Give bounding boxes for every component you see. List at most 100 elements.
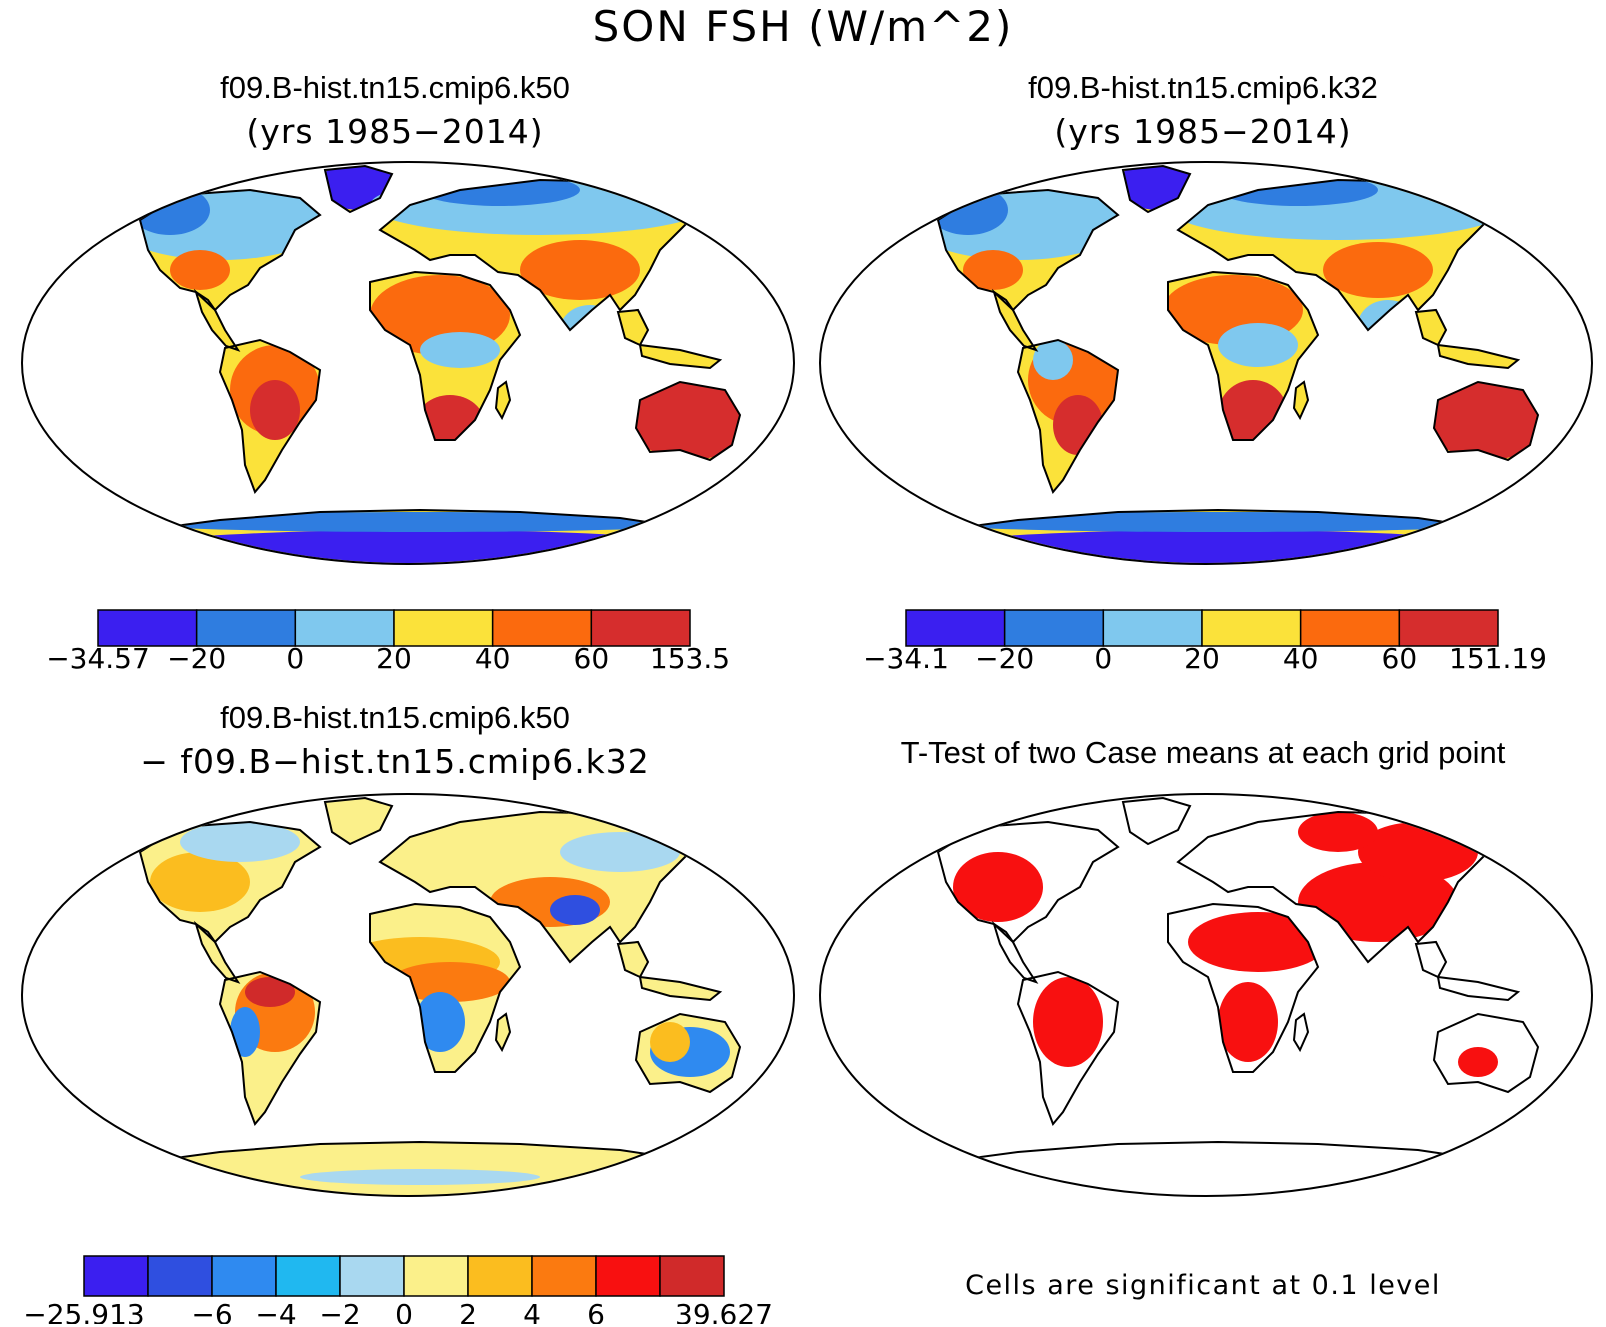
colorbar-swatch: [1003, 609, 1105, 647]
field-region: [1033, 340, 1073, 380]
field-region: [415, 992, 465, 1052]
map-border: [21, 161, 795, 565]
coastline-southAmerica: [218, 970, 322, 1126]
colorbar-swatch: [1201, 609, 1302, 647]
field-region: [230, 1007, 260, 1057]
coastline-southAmerica: [1016, 338, 1120, 494]
field-region: [1218, 323, 1298, 367]
colorbar-label: 153.5: [650, 642, 730, 675]
coastline-northAmerica: [138, 188, 322, 312]
colorbar-swatch: [905, 609, 1006, 647]
field-region: [1033, 977, 1103, 1067]
colorbar-label: 40: [1283, 642, 1319, 675]
colorbar-panel-1: −34.57 −20 0 20 40 60 153.5: [46, 609, 730, 675]
colorbar-label: 4: [523, 1298, 541, 1324]
coastline-seAsia: [1414, 308, 1448, 347]
colorbar-label: 0: [395, 1298, 413, 1324]
colorbar-label: −25.913: [23, 1298, 144, 1324]
colorbar-swatch: [83, 1255, 149, 1297]
map-panel-3: [21, 793, 795, 1197]
field-region: [245, 977, 295, 1007]
coastline-indonesia: [638, 343, 723, 370]
colorbar-swatch: [595, 1255, 661, 1297]
coastline-southAmerica: [218, 338, 322, 494]
map-panel-2: [819, 161, 1593, 565]
colorbar-panel-3: −25.913 −6 −4 −2 0 2 4 6 39.627: [23, 1255, 773, 1324]
field-region: [180, 822, 300, 862]
field-region: [650, 1022, 690, 1062]
map-border: [819, 793, 1593, 1197]
colorbar-swatch: [211, 1255, 277, 1297]
colorbar-label: −20: [167, 642, 226, 675]
colorbar-swatch: [147, 1255, 213, 1297]
panel-3-subtitle: − f09.B−hist.tn15.cmip6.k32: [140, 742, 650, 781]
colorbar-label: 60: [1382, 642, 1418, 675]
field-region: [250, 380, 300, 440]
field-region: [520, 240, 640, 300]
colorbar-label: −6: [191, 1298, 232, 1324]
coastline-greenland: [323, 796, 394, 846]
coastline-northAmerica: [138, 820, 322, 944]
coastline-centralAmerica: [991, 288, 1039, 352]
field-region: [1218, 982, 1278, 1062]
figure-title: SON FSH (W/m^2): [592, 2, 1014, 51]
coastline-northAmerica: [936, 188, 1120, 312]
field-region: [1458, 1047, 1498, 1077]
map-panel-1: [21, 161, 795, 565]
colorbar-swatch: [339, 1255, 405, 1297]
map-border: [819, 161, 1593, 565]
coastline-centralAmerica: [991, 920, 1039, 984]
field-region: [420, 174, 580, 206]
panel-1-subtitle: (yrs 1985−2014): [246, 112, 544, 151]
colorbar-swatch: [1398, 609, 1499, 647]
panel-1-title: f09.B-hist.tn15.cmip6.k50: [220, 70, 570, 105]
panel-2-title: f09.B-hist.tn15.cmip6.k32: [1028, 70, 1378, 105]
colorbar-label: 40: [475, 642, 511, 675]
colorbar-swatch: [467, 1255, 533, 1297]
panel-3-title: f09.B-hist.tn15.cmip6.k50: [220, 700, 570, 735]
colorbar-label: 151.19: [1449, 642, 1547, 675]
field-region: [1428, 380, 1538, 460]
map-border: [21, 793, 795, 1197]
panel-2-subtitle: (yrs 1985−2014): [1054, 112, 1352, 151]
colorbar-label: −2: [319, 1298, 360, 1324]
colorbar-label: 0: [286, 642, 304, 675]
field-region: [150, 852, 250, 912]
panel-4-title: T-Test of two Case means at each grid po…: [900, 735, 1506, 770]
field-region: [415, 395, 485, 455]
field-region: [1298, 812, 1378, 852]
coastline-southAmerica: [1016, 970, 1120, 1126]
colorbar-label: 6: [587, 1298, 605, 1324]
field-region: [630, 380, 740, 460]
coastline-africa: [1167, 902, 1320, 1073]
map-panel-4: [819, 793, 1593, 1197]
colorbar-label: −20: [975, 642, 1034, 675]
colorbar-swatch: [195, 609, 297, 647]
field-region: [560, 832, 680, 872]
field-region: [300, 1169, 540, 1185]
colorbar-label: −4: [255, 1298, 296, 1324]
field-region: [963, 250, 1023, 290]
coastline-africa: [1167, 270, 1320, 441]
colorbar-label: 20: [1184, 642, 1220, 675]
colorbar-label: 2: [459, 1298, 477, 1324]
colorbar-swatch: [393, 609, 494, 647]
field-region: [1218, 174, 1378, 206]
colorbar-label: 39.627: [675, 1298, 773, 1324]
coastline-africa: [369, 902, 522, 1073]
colorbar-label: 0: [1094, 642, 1112, 675]
coastline-madagascar: [494, 380, 512, 421]
coastline-indonesia: [1436, 975, 1521, 1002]
significance-note: Cells are significant at 0.1 level: [965, 1270, 1441, 1301]
coastline-greenland: [1121, 164, 1192, 214]
field-region: [953, 852, 1043, 922]
colorbar-label: −34.57: [46, 642, 150, 675]
colorbar-swatch: [659, 1255, 725, 1297]
field-region: [1358, 300, 1418, 350]
coastline-australia: [634, 380, 742, 462]
coastline-madagascar: [1292, 380, 1310, 421]
colorbar-swatch: [1299, 609, 1401, 647]
colorbar-swatch: [1102, 609, 1203, 647]
field-region: [550, 895, 600, 925]
coastline-greenland: [1121, 796, 1192, 846]
